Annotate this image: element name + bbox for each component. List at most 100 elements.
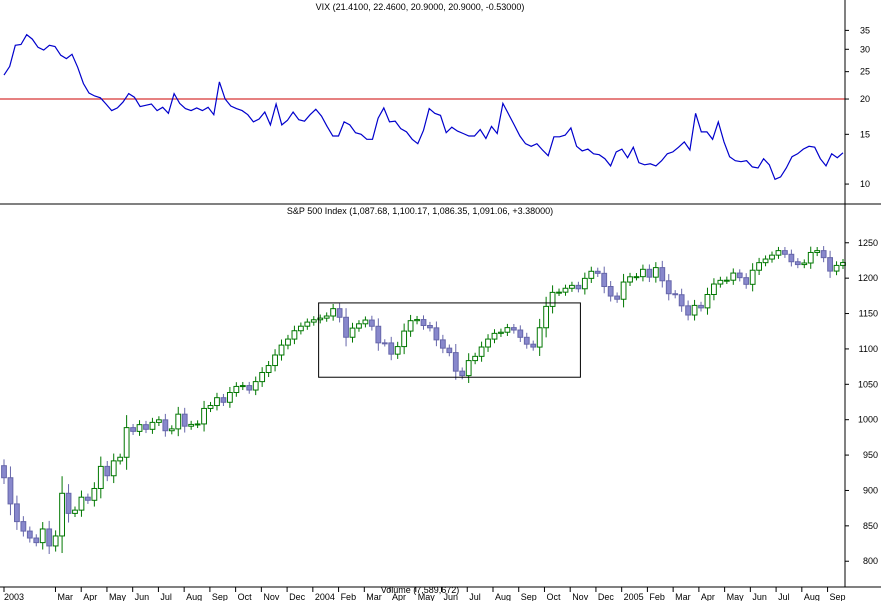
candle-down (181, 413, 188, 427)
candle-up (265, 365, 272, 373)
candle-up (310, 319, 317, 323)
candle-up (762, 258, 769, 264)
x-tick-label: Aug (804, 592, 820, 601)
candle-down (65, 492, 72, 514)
spx-tick-label: 950 (863, 450, 878, 460)
candle-up (491, 332, 498, 340)
volume-label: Volume (7,589,672) (381, 585, 460, 595)
candle-up (814, 250, 821, 253)
candle-up (562, 287, 569, 293)
candle-down (743, 277, 750, 285)
candle-up (59, 492, 65, 537)
candle-down (368, 319, 375, 327)
candle-up (569, 284, 575, 289)
candle-down (33, 537, 40, 544)
candle-up (581, 277, 588, 290)
candle-down (827, 257, 833, 272)
candle-up (317, 317, 324, 321)
vix-tick-label: 15 (860, 129, 870, 139)
candle-down (104, 465, 111, 477)
x-tick-label: 2003 (4, 592, 24, 601)
candle-down (420, 319, 427, 326)
candle-down (246, 385, 253, 391)
spx-tick-label: 800 (863, 556, 878, 566)
x-tick-label: May (109, 592, 127, 601)
x-tick-label: Jun (752, 592, 767, 601)
candle-up (775, 250, 782, 256)
candle-down (820, 250, 827, 259)
candle-down (452, 352, 459, 372)
candle-up (155, 419, 162, 423)
candle-down (517, 329, 524, 338)
candle-up (52, 535, 59, 547)
candle-down (20, 521, 27, 532)
candle-up (97, 465, 104, 489)
x-tick-label: Oct (238, 592, 253, 601)
candle-down (698, 304, 704, 309)
candle-down (433, 327, 440, 341)
candle-down (446, 347, 453, 354)
x-tick-label: Mar (57, 592, 73, 601)
candle-up (323, 315, 330, 319)
spx-panel: S&P 500 Index (1,087.68, 1,100.17, 1,086… (1, 206, 878, 566)
candle-up (504, 327, 511, 333)
vix-series-line (3, 33, 844, 181)
candle-up (110, 460, 117, 477)
x-tick-label: Apr (701, 592, 715, 601)
spx-tick-label: 1150 (859, 309, 878, 319)
candle-up (536, 327, 543, 348)
vix-tick-label: 25 (860, 67, 870, 77)
candle-down (1, 465, 7, 479)
candle-up (556, 291, 562, 294)
candle-up (136, 424, 143, 432)
candle-up (72, 509, 78, 514)
candle-down (672, 293, 679, 296)
x-tick-label: Jul (160, 592, 172, 601)
candle-up (239, 385, 246, 388)
x-tick-label: Jul (469, 592, 481, 601)
candle-up (168, 428, 175, 432)
highlight-box (318, 302, 581, 378)
candle-up (730, 272, 737, 281)
candle-up (297, 325, 304, 332)
candle-up (620, 281, 627, 300)
candle-up (117, 456, 124, 462)
candle-up (201, 407, 207, 425)
vix-y-axis: 10 15 20 25 30 35 (845, 25, 870, 189)
candle-down (14, 503, 20, 523)
candle-up (769, 254, 775, 260)
candle-up (226, 392, 233, 403)
spx-tick-label: 850 (863, 521, 878, 531)
x-tick-label: May (727, 592, 745, 601)
candle-down (336, 308, 343, 318)
candle-up (394, 346, 401, 355)
candle-down (143, 424, 149, 430)
x-tick-label: Sep (212, 592, 228, 601)
candle-up (349, 327, 356, 338)
candle-up (407, 320, 414, 332)
candle-down (736, 272, 743, 279)
candle-up (717, 279, 724, 285)
candle-down (646, 268, 653, 278)
spx-tick-label: 1000 (858, 415, 878, 425)
candle-down (665, 280, 672, 295)
candle-up (465, 360, 472, 377)
x-tick-label: Dec (598, 592, 615, 601)
x-tick-label: 2005 (624, 592, 644, 601)
candle-down (678, 294, 685, 307)
candle-up (691, 304, 698, 316)
spx-title: S&P 500 Index (1,087.68, 1,100.17, 1,086… (287, 206, 553, 216)
candle-up (207, 405, 214, 409)
candle-up (472, 355, 479, 362)
candle-down (162, 419, 169, 432)
x-tick-label: Aug (186, 592, 202, 601)
candle-up (285, 338, 291, 346)
candle-up (711, 283, 717, 296)
candle-up (278, 344, 285, 356)
candle-up (833, 264, 840, 272)
candle-down (381, 342, 388, 345)
spx-tick-label: 1050 (858, 379, 878, 389)
candle-down (343, 316, 349, 338)
spx-tick-label: 900 (863, 485, 878, 495)
candle-up (801, 262, 808, 266)
